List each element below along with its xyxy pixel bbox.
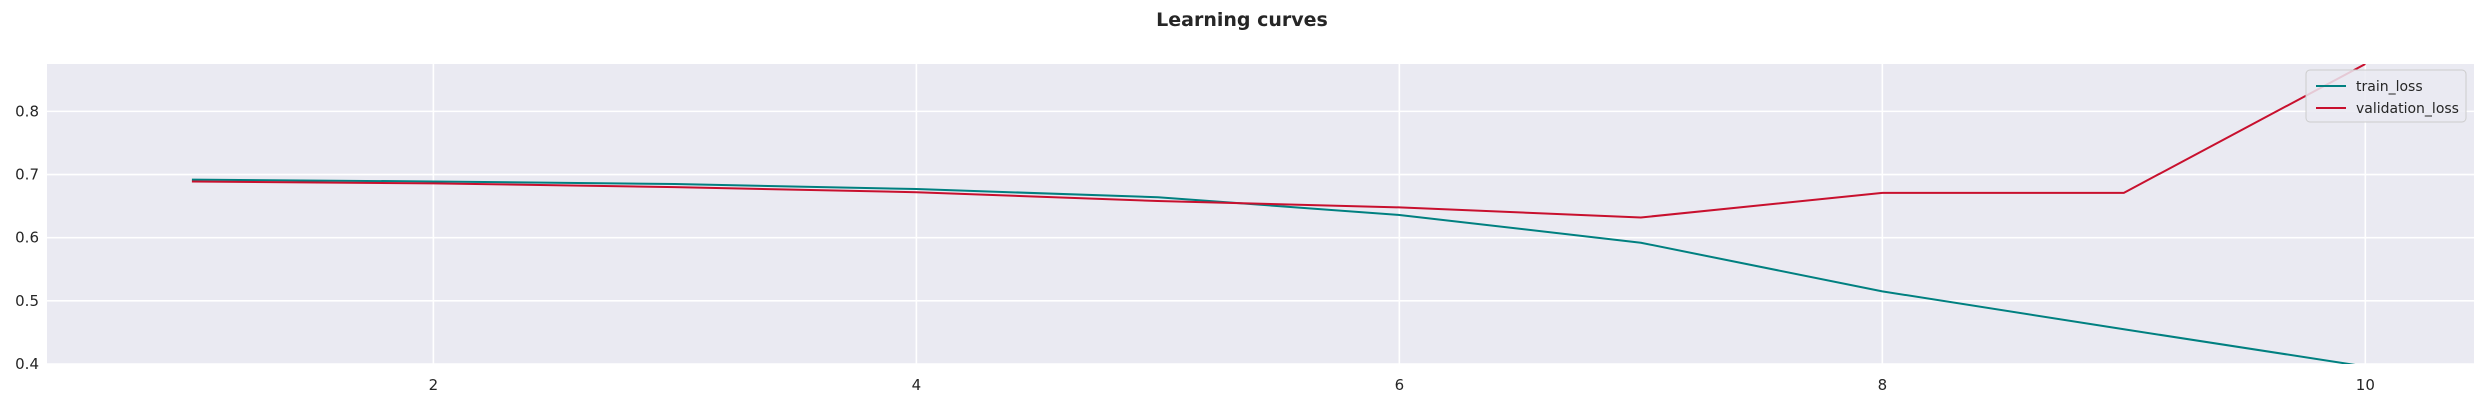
y-tick-label: 0.7 — [15, 166, 39, 184]
legend-entry: validation_loss — [2356, 101, 2459, 117]
plot-area — [47, 64, 2474, 364]
y-tick-label: 0.8 — [15, 102, 39, 120]
y-tick-label: 0.5 — [15, 292, 39, 310]
x-tick-label: 10 — [2356, 376, 2375, 394]
chart-title: Learning curves — [1156, 9, 1328, 31]
x-tick-label: 6 — [1395, 376, 1405, 394]
x-axis-ticks: 2 4 6 8 10 — [429, 376, 2375, 394]
x-tick-label: 4 — [912, 376, 922, 394]
legend: train_loss validation_loss — [2306, 70, 2466, 122]
x-tick-label: 2 — [429, 376, 439, 394]
x-tick-label: 8 — [1878, 376, 1888, 394]
y-axis-ticks: 0.4 0.5 0.6 0.7 0.8 — [15, 102, 39, 373]
y-tick-label: 0.6 — [15, 229, 39, 247]
legend-entry: train_loss — [2356, 79, 2423, 95]
y-tick-label: 0.4 — [15, 355, 39, 373]
